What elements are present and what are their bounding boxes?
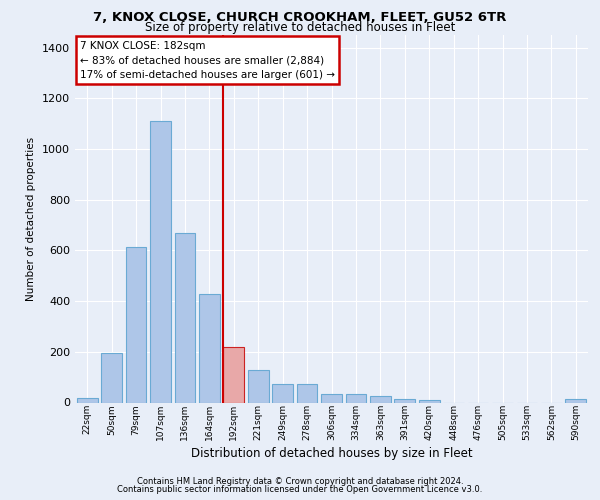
Text: 7 KNOX CLOSE: 182sqm
← 83% of detached houses are smaller (2,884)
17% of semi-de: 7 KNOX CLOSE: 182sqm ← 83% of detached h… (80, 40, 335, 80)
Bar (419, 400, 440, 402)
Text: 7, KNOX CLOSE, CHURCH CROOKHAM, FLEET, GU52 6TR: 7, KNOX CLOSE, CHURCH CROOKHAM, FLEET, G… (94, 11, 506, 24)
Bar (296, 384, 317, 402)
Bar (370, 396, 391, 402)
Text: Size of property relative to detached houses in Fleet: Size of property relative to detached ho… (145, 22, 455, 35)
Bar (346, 394, 367, 402)
Text: Contains public sector information licensed under the Open Government Licence v3: Contains public sector information licen… (118, 484, 482, 494)
X-axis label: Distribution of detached houses by size in Fleet: Distribution of detached houses by size … (191, 447, 472, 460)
Bar (125, 246, 146, 402)
Bar (394, 398, 415, 402)
Bar (77, 398, 98, 402)
Y-axis label: Number of detached properties: Number of detached properties (26, 136, 37, 301)
Bar (565, 400, 586, 402)
Bar (321, 394, 342, 402)
Bar (248, 370, 269, 402)
Text: Contains HM Land Registry data © Crown copyright and database right 2024.: Contains HM Land Registry data © Crown c… (137, 477, 463, 486)
Bar (223, 346, 244, 403)
Bar (175, 232, 196, 402)
Bar (101, 353, 122, 403)
Bar (272, 384, 293, 402)
Bar (150, 121, 171, 402)
Bar (199, 294, 220, 403)
